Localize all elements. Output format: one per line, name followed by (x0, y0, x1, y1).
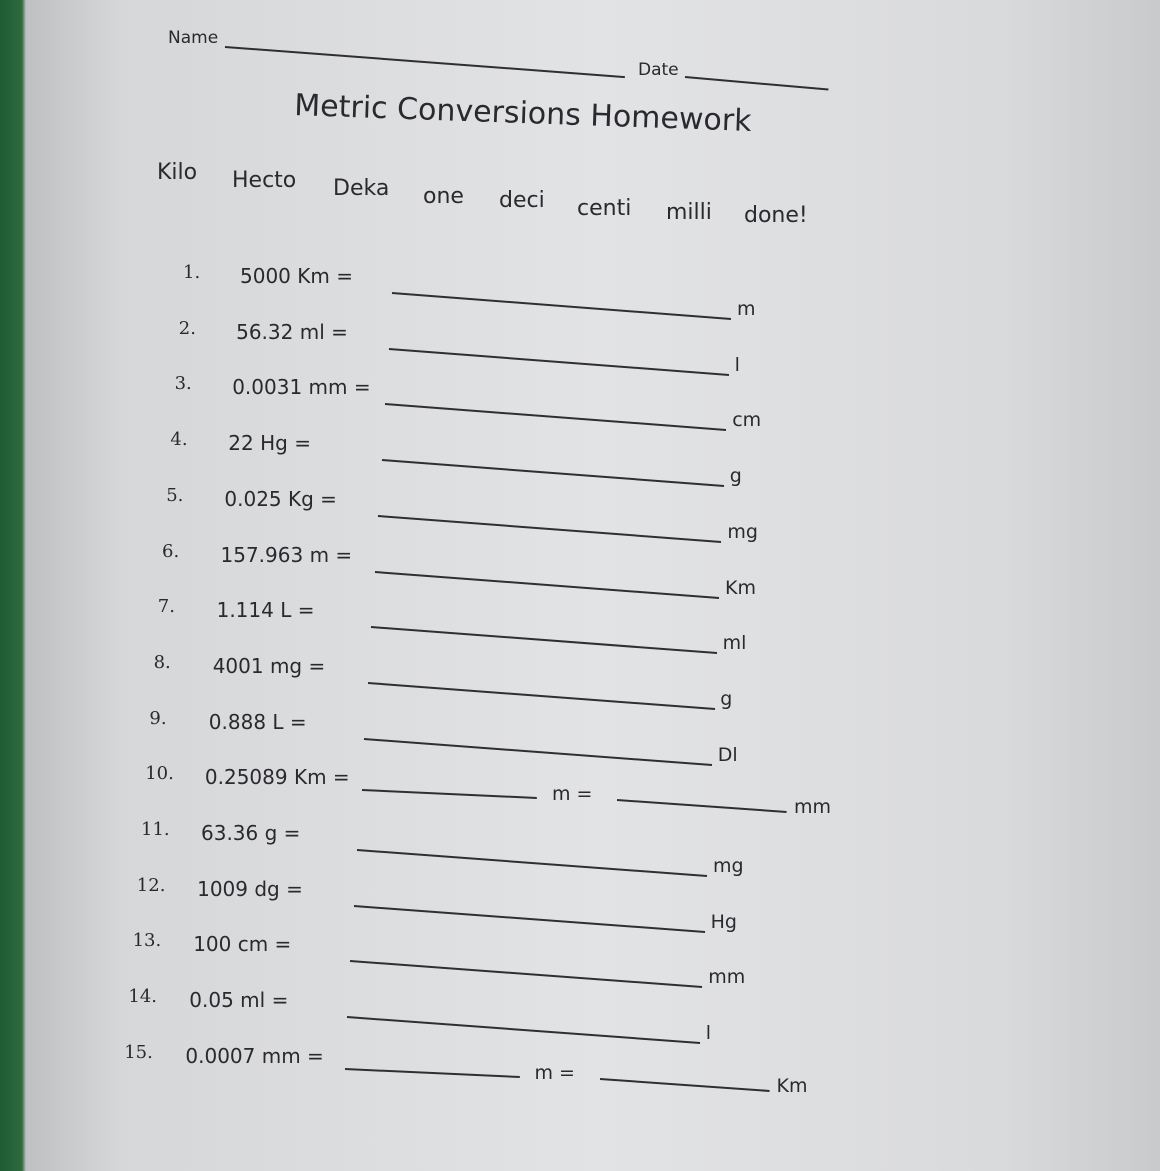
answer-blank[interactable] (377, 514, 722, 543)
problem-number: 8. (153, 651, 171, 673)
prefix-5: centi (577, 196, 632, 221)
problem-number: 7. (157, 596, 175, 618)
answer-blank[interactable] (391, 292, 732, 320)
problem-number: 9. (149, 707, 167, 729)
problem-expression: 1009 dg = (197, 876, 303, 901)
target-unit: mm (794, 796, 832, 819)
answer-blank[interactable] (374, 570, 720, 599)
problem-expression: 100 cm = (193, 932, 292, 957)
problem-number: 4. (170, 429, 188, 451)
target-unit: g (729, 465, 742, 488)
target-unit: Km (776, 1074, 808, 1097)
prefix-7: done! (744, 203, 808, 228)
problem-number: 14. (128, 986, 158, 1008)
answer-blank[interactable] (363, 737, 712, 766)
worksheet-title: Metric Conversions Homework (293, 88, 753, 139)
target-unit: Km (725, 576, 756, 599)
answer-blank[interactable] (349, 960, 703, 988)
answer-blank[interactable] (367, 681, 715, 710)
intermediate-unit: m = (534, 1061, 575, 1084)
prefix-4: deci (499, 188, 545, 213)
problem-number: 2. (178, 317, 196, 339)
problem-number: 10. (145, 763, 174, 785)
prefix-2: Deka (333, 176, 390, 201)
problem-expression: 56.32 ml = (236, 319, 348, 344)
target-unit: l (734, 353, 740, 376)
problem-number: 3. (174, 373, 192, 395)
target-unit: g (720, 687, 733, 710)
problem-expression: 0.888 L = (208, 709, 307, 734)
prefix-1: Hecto (232, 168, 297, 193)
prefix-0: Kilo (157, 160, 198, 185)
answer-blank[interactable] (370, 626, 717, 654)
target-unit: cm (732, 409, 762, 432)
answer-blank[interactable] (346, 1016, 700, 1044)
prefix-3: one (423, 184, 464, 209)
target-unit: Dl (717, 743, 738, 766)
answer-blank[interactable] (356, 849, 708, 877)
problem-expression: 63.36 g = (201, 821, 301, 845)
problem-number: 6. (162, 540, 180, 562)
answer-blank-2[interactable] (616, 799, 788, 813)
problem-number: 13. (132, 930, 162, 952)
answer-blank[interactable] (361, 789, 538, 799)
target-unit: l (705, 1022, 712, 1045)
problem-expression: 5000 Km = (240, 264, 353, 288)
answer-blank[interactable] (381, 459, 724, 487)
problem-number: 12. (136, 874, 166, 896)
problem-expression: 0.0007 mm = (185, 1043, 324, 1068)
name-blank (224, 46, 625, 78)
problem-expression: 0.025 Kg = (224, 486, 337, 511)
target-unit: mg (727, 520, 758, 543)
problem-number: 15. (124, 1041, 153, 1063)
problem-number: 11. (141, 819, 170, 840)
target-unit: ml (722, 632, 747, 655)
answer-blank[interactable] (353, 904, 705, 933)
problem-expression: 1.114 L = (216, 598, 315, 623)
problem-number: 5. (166, 484, 184, 506)
target-unit: mm (708, 966, 746, 989)
date-blank (684, 76, 829, 91)
problem-expression: 4001 mg = (212, 653, 326, 678)
problem-expression: 22 Hg = (228, 431, 311, 456)
prefix-6: milli (666, 200, 712, 225)
intermediate-unit: m = (552, 783, 593, 806)
target-unit: Hg (710, 910, 737, 933)
problem-number: 1. (183, 262, 201, 283)
answer-blank-2[interactable] (599, 1077, 770, 1092)
answer-blank[interactable] (384, 403, 727, 431)
problem-expression: 0.25089 Km = (204, 765, 350, 790)
name-label: Name (168, 28, 219, 48)
answer-blank[interactable] (388, 347, 729, 376)
problem-expression: 0.05 ml = (189, 988, 289, 1013)
date-label: Date (638, 60, 679, 80)
target-unit: m (737, 298, 756, 320)
problem-expression: 157.963 m = (220, 542, 353, 567)
target-unit: mg (713, 855, 744, 877)
answer-blank[interactable] (344, 1067, 520, 1078)
problem-expression: 0.0031 mm = (232, 375, 371, 400)
